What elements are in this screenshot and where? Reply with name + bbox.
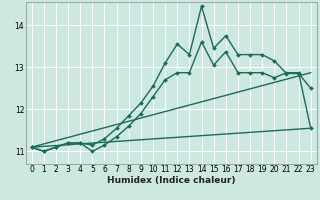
X-axis label: Humidex (Indice chaleur): Humidex (Indice chaleur) — [107, 176, 236, 185]
